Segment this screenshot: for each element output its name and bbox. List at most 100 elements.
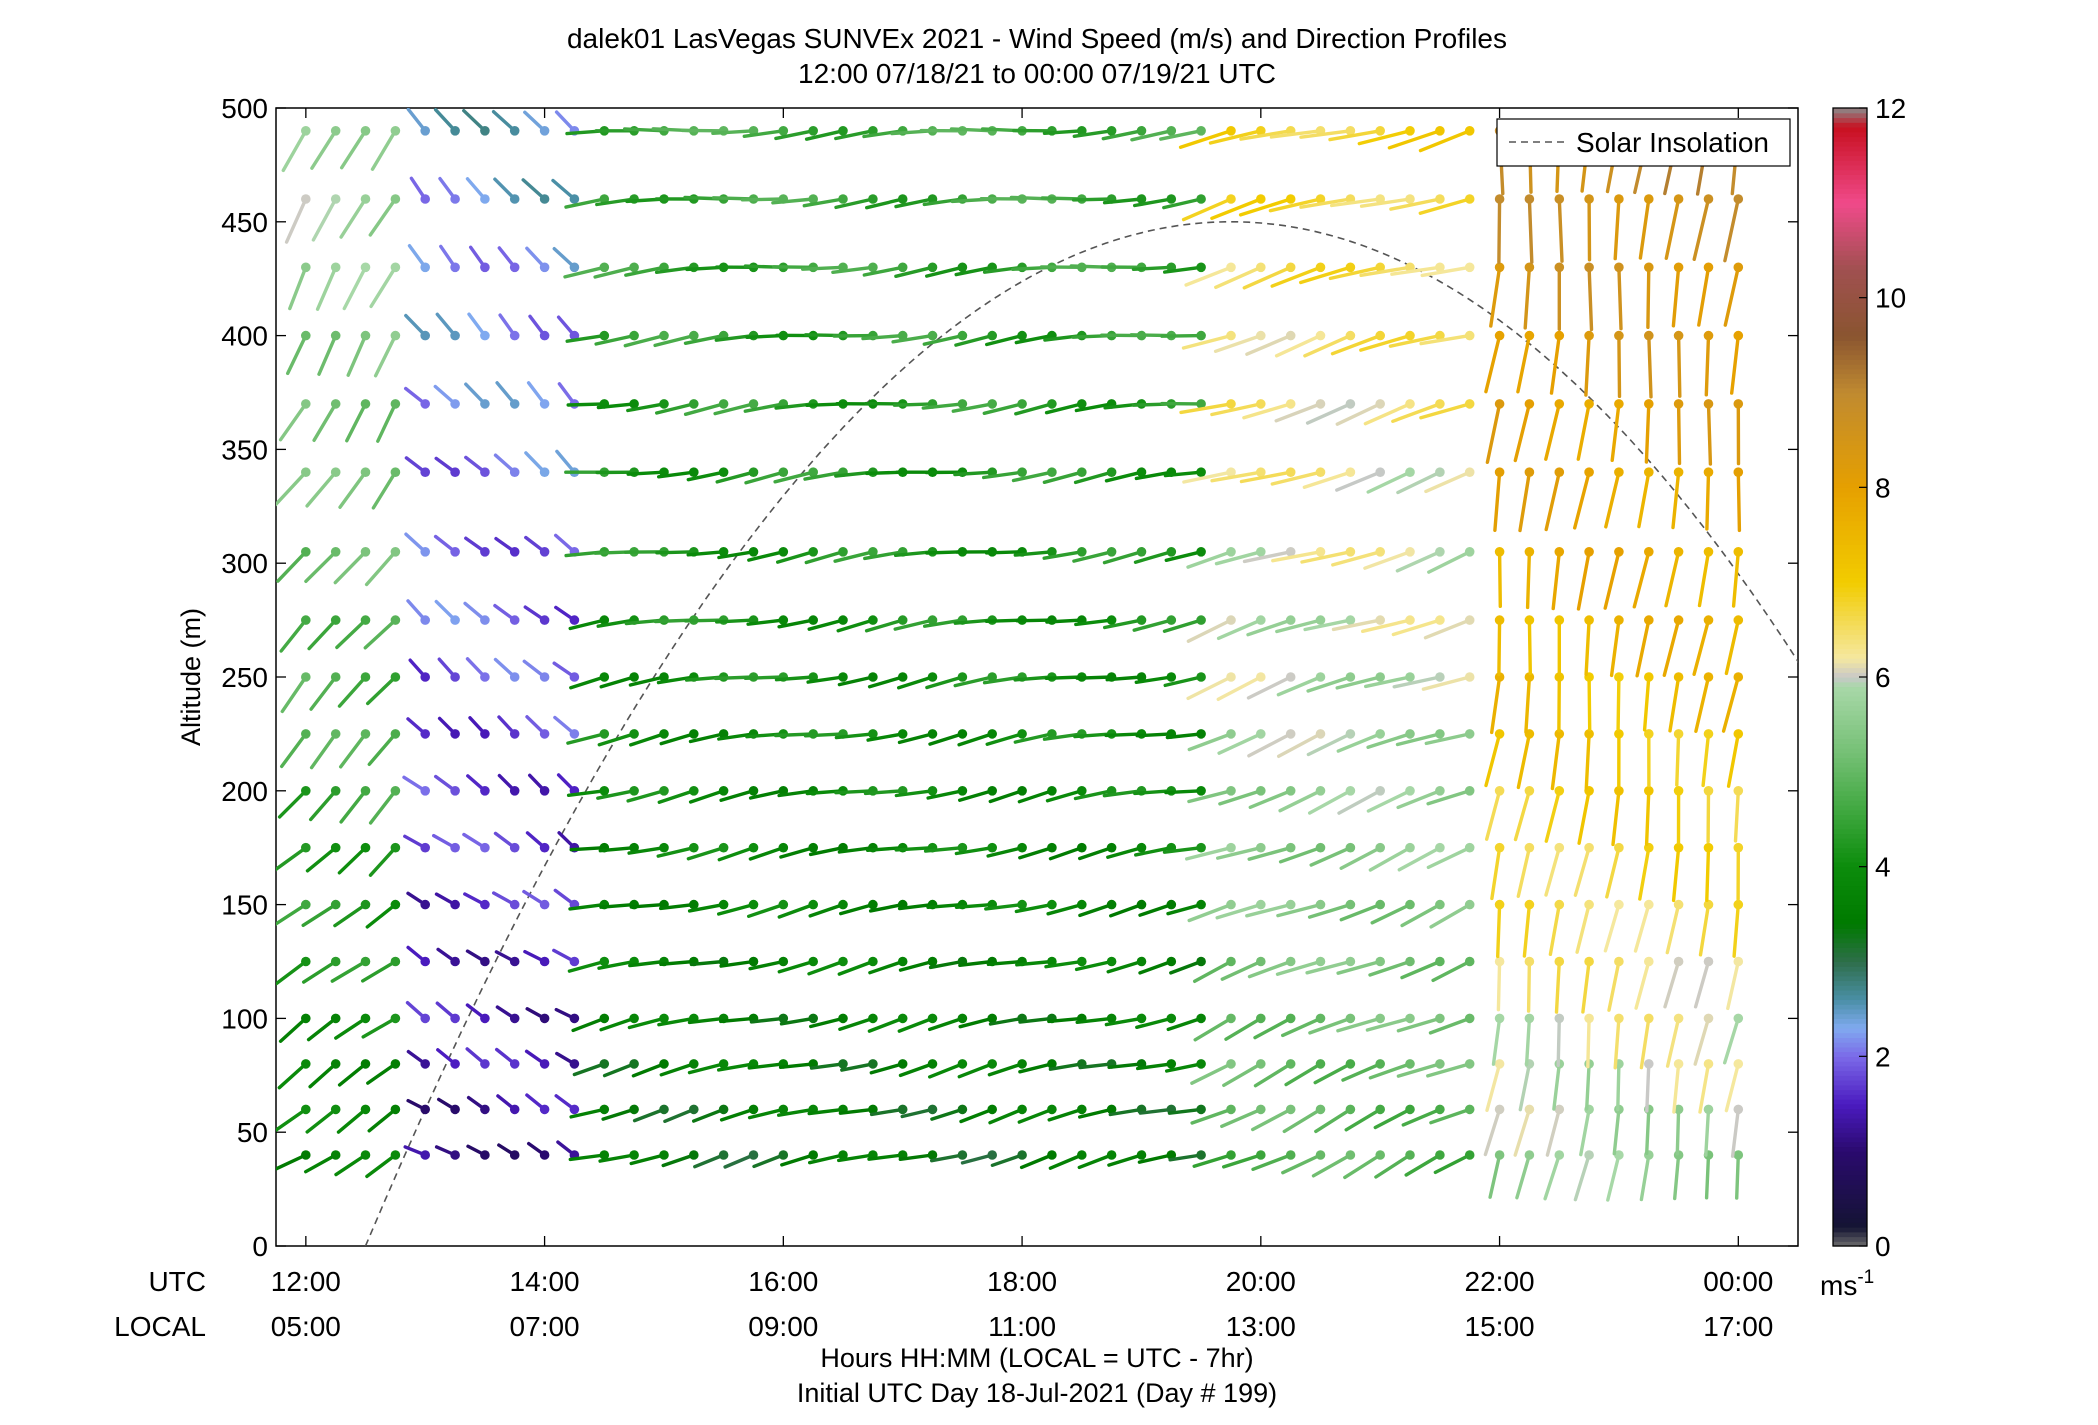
wind-barb-shaft xyxy=(683,402,726,416)
wind-barb-dot xyxy=(1673,1059,1684,1069)
wind-barb-shaft xyxy=(364,550,398,587)
wind-barb-shaft xyxy=(334,1153,368,1177)
wind-barb-dot xyxy=(509,1150,520,1160)
wind-barb-shaft xyxy=(1693,1016,1711,1066)
wind-barb-shaft xyxy=(1606,1153,1621,1202)
wind-barb-dot xyxy=(1703,330,1714,341)
wind-barb-shaft xyxy=(1418,197,1472,215)
wind-barb-shaft xyxy=(1298,265,1353,285)
wind-barb-dot xyxy=(1644,1059,1654,1069)
wind-barb-dot xyxy=(450,194,460,204)
wind-barb-shaft xyxy=(1215,902,1263,920)
wind-barb-shaft xyxy=(1426,1062,1472,1078)
wind-barb-shaft xyxy=(1704,333,1711,397)
wind-barb-shaft xyxy=(628,959,666,968)
x-axis: 12:0005:0014:0007:0016:0009:0018:0011:00… xyxy=(271,108,1773,1342)
wind-barb-dot xyxy=(509,547,520,557)
wind-barb-dot xyxy=(1405,786,1415,796)
wind-barb-dot xyxy=(808,547,818,557)
wind-barb-shaft xyxy=(1704,1107,1711,1157)
y-tick-label: 300 xyxy=(221,548,268,579)
wind-barb-dot xyxy=(1435,1059,1445,1069)
wind-barb-shaft xyxy=(601,1107,636,1121)
wind-barb-shaft xyxy=(1276,675,1323,697)
wind-barb-shaft xyxy=(1671,470,1681,530)
colorbar-tick-label: 10 xyxy=(1875,283,1906,314)
wind-barb-shaft xyxy=(1524,1016,1532,1067)
wind-barb-shaft xyxy=(1429,1107,1472,1125)
wind-barb-dot xyxy=(1106,899,1117,910)
colorbar-strip xyxy=(1833,1179,1867,1185)
wind-barb-dot xyxy=(509,1104,520,1115)
wind-barb-dot xyxy=(569,672,580,682)
wind-barb-dot xyxy=(689,729,699,739)
wind-barb-dot xyxy=(1703,262,1714,273)
wind-barb-dot xyxy=(718,467,729,478)
wind-barb-dot xyxy=(480,467,490,478)
colorbar-strip xyxy=(1833,610,1867,616)
wind-barb-shaft xyxy=(1429,902,1472,929)
colorbar-strip xyxy=(1833,942,1867,948)
wind-barb-dot xyxy=(838,547,848,557)
wind-barb-shaft xyxy=(1186,550,1233,569)
colorbar-strip xyxy=(1833,364,1867,370)
colorbar-strip xyxy=(1833,899,1867,906)
wind-barb-shaft xyxy=(804,129,845,141)
wind-barb-dot xyxy=(927,1059,938,1069)
wind-barb-shaft xyxy=(330,959,368,983)
wind-barb-shaft xyxy=(339,197,368,239)
colorbar-strip xyxy=(1833,359,1867,365)
wind-barb-shaft xyxy=(1330,333,1382,356)
wind-barb-shaft xyxy=(1388,333,1442,348)
wind-barb-dot xyxy=(1196,899,1206,910)
wind-barb-dot xyxy=(1405,194,1415,204)
wind-barb-dot xyxy=(599,956,610,967)
wind-barb-shaft xyxy=(305,846,338,873)
wind-barb-dot xyxy=(1077,786,1087,796)
colorbar-strip xyxy=(1833,800,1867,806)
wind-barb-dot xyxy=(1554,786,1565,796)
local-row-label: LOCAL xyxy=(114,1311,206,1342)
colorbar-strip xyxy=(1833,1117,1867,1124)
wind-barb-dot xyxy=(1464,729,1475,739)
wind-barb-dot xyxy=(1106,547,1117,557)
wind-barb-shaft xyxy=(868,902,905,913)
wind-barb-shaft xyxy=(564,197,606,209)
wind-barb-dot xyxy=(838,126,848,136)
wind-barb-shaft xyxy=(599,1016,636,1032)
wind-barb-shaft xyxy=(1359,333,1412,352)
wind-barb-shaft xyxy=(748,846,785,861)
wind-barb-dot xyxy=(1226,1150,1236,1160)
wind-barb-shaft xyxy=(683,333,726,345)
wind-barb-dot xyxy=(450,899,460,910)
colorbar-strip xyxy=(1833,539,1867,545)
wind-barb-shaft xyxy=(1077,1153,1114,1170)
wind-barb-dot xyxy=(301,615,311,625)
colorbar-strip xyxy=(1833,624,1867,631)
wind-barb-dot xyxy=(420,1104,431,1115)
wind-barb-dot xyxy=(1196,262,1206,273)
wind-barb-shaft xyxy=(777,959,815,974)
wind-barb-shaft xyxy=(1366,789,1412,813)
wind-barb-dot xyxy=(301,1059,311,1069)
wind-barb-dot xyxy=(1644,467,1654,478)
x-tick-label-local: 09:00 xyxy=(748,1311,818,1342)
wind-barb-dot xyxy=(629,786,639,796)
colorbar-strip xyxy=(1833,1023,1867,1029)
wind-barb-shaft xyxy=(747,550,785,562)
colorbar-strip xyxy=(1833,1174,1867,1181)
wind-barb-shaft xyxy=(1513,402,1532,463)
wind-barb-shaft xyxy=(1431,959,1472,983)
colorbar-strip xyxy=(1833,710,1867,716)
wind-barb-shaft xyxy=(566,402,606,407)
wind-barb-dot xyxy=(1644,899,1654,910)
wind-barb-shaft xyxy=(659,1062,696,1077)
colorbar-strip xyxy=(1833,1099,1867,1105)
wind-barb-shaft xyxy=(1270,470,1323,486)
wind-barb-shaft xyxy=(361,959,398,983)
colorbar-strip xyxy=(1833,544,1867,550)
colorbar-strip xyxy=(1833,530,1867,536)
wind-barb-shaft xyxy=(1370,902,1412,925)
wind-barb-dot xyxy=(301,729,311,739)
wind-barb-shaft xyxy=(894,789,935,798)
